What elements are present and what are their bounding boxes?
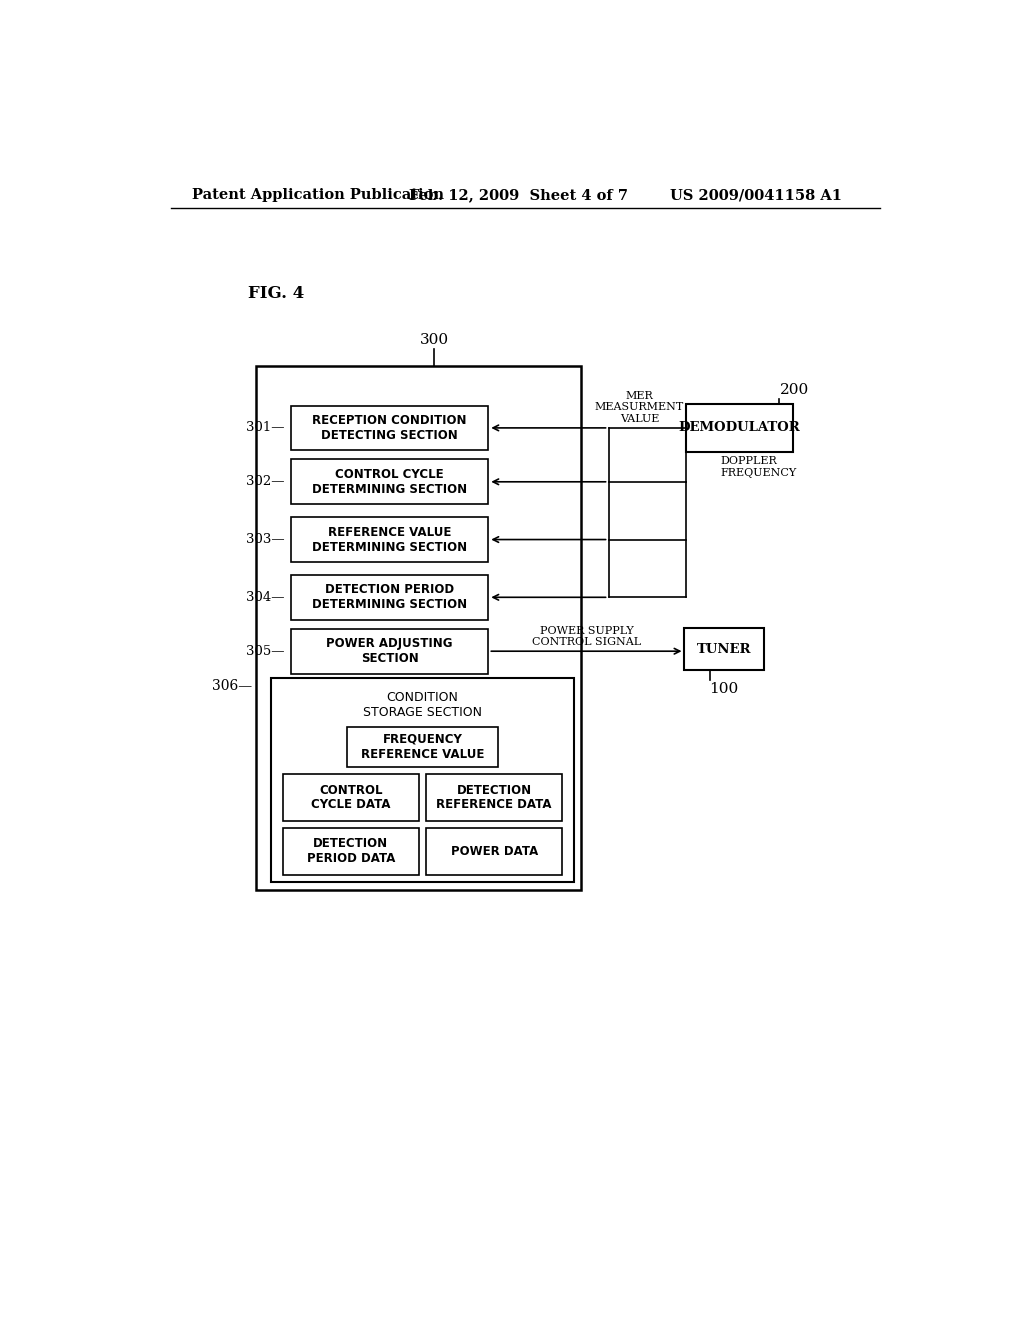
Text: FREQUENCY
REFERENCE VALUE: FREQUENCY REFERENCE VALUE [360,733,484,760]
Bar [291,405,488,450]
Bar [686,404,793,451]
Text: POWER ADJUSTING
SECTION: POWER ADJUSTING SECTION [327,638,453,665]
Text: 300: 300 [420,333,449,347]
Bar [291,459,488,504]
Text: DETECTION
PERIOD DATA: DETECTION PERIOD DATA [306,837,395,866]
Bar [291,576,488,619]
Bar [684,628,764,671]
Text: 301—: 301— [246,421,285,434]
Text: 306—: 306— [212,678,252,693]
Text: RECEPTION CONDITION
DETECTING SECTION: RECEPTION CONDITION DETECTING SECTION [312,414,467,442]
Text: US 2009/0041158 A1: US 2009/0041158 A1 [671,189,843,202]
Text: 305—: 305— [246,644,285,657]
Bar [347,726,498,767]
Text: POWER SUPPLY
CONTROL SIGNAL: POWER SUPPLY CONTROL SIGNAL [531,626,641,647]
Text: POWER DATA: POWER DATA [451,845,538,858]
Bar [291,628,488,673]
Text: 200: 200 [780,383,809,397]
Text: TUNER: TUNER [696,643,752,656]
Text: Feb. 12, 2009  Sheet 4 of 7: Feb. 12, 2009 Sheet 4 of 7 [410,189,629,202]
Text: 100: 100 [710,682,738,696]
Text: DETECTION PERIOD
DETERMINING SECTION: DETECTION PERIOD DETERMINING SECTION [312,583,467,611]
Bar [291,517,488,562]
Text: FIG. 4: FIG. 4 [248,285,304,302]
Text: CONTROL
CYCLE DATA: CONTROL CYCLE DATA [311,784,390,812]
Text: DETECTION
REFERENCE DATA: DETECTION REFERENCE DATA [436,784,552,812]
Bar [271,678,573,882]
Bar [256,367,582,890]
Bar [283,829,419,875]
Text: CONDITION
STORAGE SECTION: CONDITION STORAGE SECTION [362,692,482,719]
Bar [426,775,562,821]
Text: 303—: 303— [246,533,285,546]
Text: DEMODULATOR: DEMODULATOR [679,421,801,434]
Text: REFERENCE VALUE
DETERMINING SECTION: REFERENCE VALUE DETERMINING SECTION [312,525,467,553]
Bar [426,829,562,875]
Text: Patent Application Publication: Patent Application Publication [191,189,443,202]
Text: CONTROL CYCLE
DETERMINING SECTION: CONTROL CYCLE DETERMINING SECTION [312,467,467,496]
Text: MER
MEASURMENT
VALUE: MER MEASURMENT VALUE [595,391,684,424]
Bar [283,775,419,821]
Text: 304—: 304— [246,591,285,603]
Text: DOPPLER
FREQUENCY: DOPPLER FREQUENCY [721,457,797,478]
Text: 302—: 302— [246,475,285,488]
